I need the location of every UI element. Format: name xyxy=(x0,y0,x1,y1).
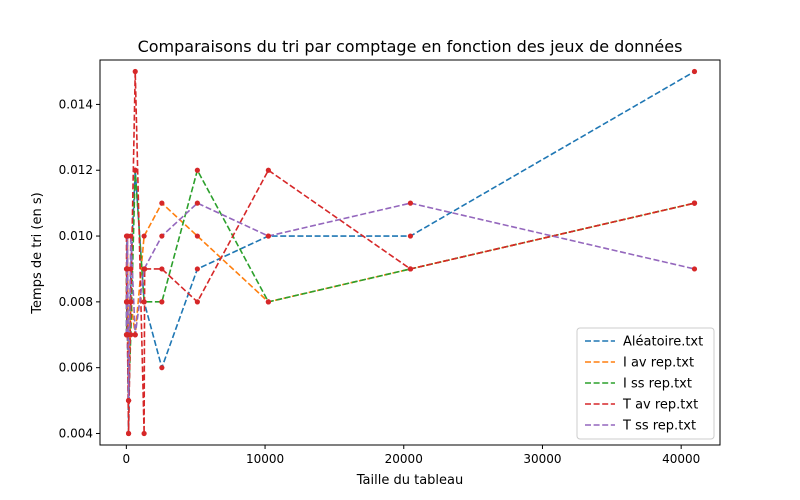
data-point-5-10 xyxy=(194,200,200,206)
chart-title: Comparaisons du tri par comptage en fonc… xyxy=(138,37,683,56)
data-point-5-5 xyxy=(125,397,132,404)
data-point-4-14 xyxy=(691,200,698,206)
x-tick-label: 40000 xyxy=(662,452,700,466)
y-tick-label: 0.008 xyxy=(59,295,93,309)
data-point-4-10 xyxy=(159,266,165,272)
y-tick-label: 0.012 xyxy=(59,163,93,177)
y-tick-label: 0.014 xyxy=(59,97,93,111)
y-tick-label: 0.010 xyxy=(59,229,93,243)
x-tick-label: 10000 xyxy=(246,452,284,466)
data-point-4-13 xyxy=(407,266,414,272)
x-tick-label: 0 xyxy=(123,452,131,466)
data-point-5-12 xyxy=(407,200,414,206)
data-point-5-9 xyxy=(159,233,165,239)
axes: 0 10000 20000 30000 40000 0.004 0.006 0.008 0.01… xyxy=(59,59,721,466)
data-point-5-7 xyxy=(132,332,138,338)
x-tick-label: 30000 xyxy=(523,452,561,466)
data-point-2-8 xyxy=(141,233,147,239)
data-point-5-2 xyxy=(124,299,130,305)
data-point-3-7 xyxy=(132,167,138,173)
x-axis-label: Taille du tableau xyxy=(356,473,463,488)
y-tick-label: 0.004 xyxy=(59,426,93,440)
data-point-4-5 xyxy=(125,430,132,437)
axes-frame xyxy=(99,59,721,446)
data-point-5-11 xyxy=(265,233,271,239)
data-point-1-13 xyxy=(691,68,698,75)
legend-box xyxy=(576,327,715,440)
data-point-1-12 xyxy=(407,233,414,239)
y-axis-label: Temps de tri (en s) xyxy=(30,192,45,314)
x-tick-label: 20000 xyxy=(385,452,423,466)
legend-label-5: T ss rep.txt xyxy=(622,419,696,434)
legend-label-4: T av rep.txt xyxy=(622,398,698,413)
data-point-3-8 xyxy=(141,299,147,305)
legend-label-2: I av rep.txt xyxy=(623,356,694,371)
data-point-5-1 xyxy=(123,332,130,338)
y-tick-label: 0.006 xyxy=(59,361,93,375)
data-point-1-9 xyxy=(159,365,165,371)
data-point-4-12 xyxy=(265,167,271,173)
data-point-2-10 xyxy=(194,233,200,239)
data-point-3-10 xyxy=(194,167,200,173)
data-point-5-8 xyxy=(141,266,147,272)
legend-label-3: I ss rep.txt xyxy=(623,377,692,392)
data-point-5-13 xyxy=(691,266,698,272)
data-point-5-6 xyxy=(128,233,134,239)
data-point-3-11 xyxy=(265,299,271,305)
data-point-4-8 xyxy=(141,430,147,437)
data-point-3-9 xyxy=(159,299,165,305)
legend-label-1: Aléatoire.txt xyxy=(623,335,703,350)
data-point-2-9 xyxy=(159,200,165,206)
data-point-5-3 xyxy=(124,266,130,272)
data-point-4-6 xyxy=(128,299,134,305)
data-point-4-11 xyxy=(194,299,200,305)
plot-area xyxy=(123,68,698,437)
data-point-1-10 xyxy=(194,266,200,272)
legend: Aléatoire.txt I av rep.txt I ss rep.txt T a… xyxy=(576,327,715,440)
data-point-4-7 xyxy=(132,68,138,75)
